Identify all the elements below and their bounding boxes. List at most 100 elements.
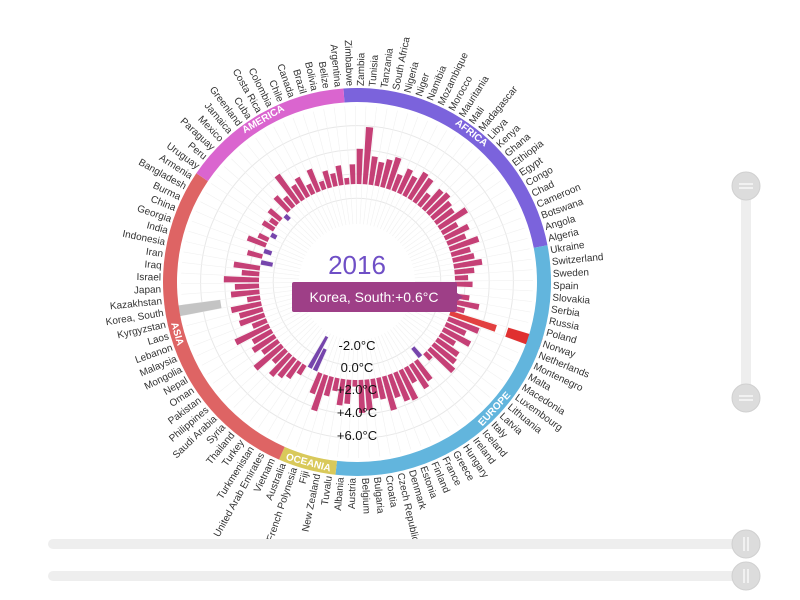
bar[interactable]	[223, 276, 260, 283]
bar[interactable]	[452, 252, 475, 263]
bar[interactable]	[431, 342, 457, 365]
bar[interactable]	[241, 269, 260, 277]
bar[interactable]	[296, 363, 307, 376]
speed-slider-track[interactable]	[48, 571, 746, 581]
bar[interactable]	[238, 312, 266, 327]
bar[interactable]	[448, 235, 480, 252]
country-label[interactable]: Fiji	[298, 470, 312, 485]
bar[interactable]	[452, 299, 480, 310]
bar[interactable]	[246, 235, 268, 248]
country-label[interactable]: Albania	[333, 476, 347, 511]
country-label[interactable]: Zambia	[356, 52, 368, 86]
bar[interactable]	[263, 248, 273, 256]
bar[interactable]	[270, 232, 278, 240]
bar[interactable]	[358, 379, 366, 413]
bar[interactable]	[446, 316, 480, 334]
bar[interactable]	[454, 281, 473, 288]
country-label[interactable]: Belgium	[359, 478, 371, 515]
bar[interactable]	[274, 173, 301, 206]
bar[interactable]	[446, 233, 467, 246]
year-slider-track[interactable]	[48, 539, 746, 549]
bar[interactable]	[291, 184, 305, 202]
bar[interactable]	[443, 223, 470, 241]
country-label[interactable]: Slovakia	[552, 293, 591, 307]
bar[interactable]	[374, 161, 385, 187]
bar[interactable]	[454, 274, 469, 281]
bar[interactable]	[427, 346, 456, 374]
country-label[interactable]: Bulgaria	[371, 476, 386, 514]
bar[interactable]	[349, 164, 356, 185]
bar[interactable]	[261, 220, 276, 232]
bar[interactable]	[449, 310, 497, 332]
speed-slider-handle[interactable]	[731, 561, 761, 591]
bar[interactable]	[409, 362, 430, 390]
bar[interactable]	[412, 177, 434, 204]
bar[interactable]	[440, 221, 459, 236]
vertical-slider-track[interactable]	[741, 186, 751, 398]
bar[interactable]	[307, 335, 329, 369]
bar[interactable]	[450, 246, 471, 258]
vertical-slider-bottom-handle[interactable]	[731, 383, 761, 413]
bar[interactable]	[453, 258, 483, 269]
bar[interactable]	[417, 192, 431, 208]
bar[interactable]	[318, 180, 327, 191]
bar[interactable]	[438, 332, 457, 347]
bar[interactable]	[391, 173, 403, 193]
bar[interactable]	[454, 267, 475, 275]
bar[interactable]	[273, 195, 291, 213]
year-slider-handle[interactable]	[731, 529, 761, 559]
bar[interactable]	[230, 301, 262, 314]
bar[interactable]	[336, 378, 346, 406]
bar[interactable]	[267, 208, 283, 222]
bar[interactable]	[294, 176, 311, 199]
bar[interactable]	[398, 368, 419, 401]
bar[interactable]	[246, 295, 261, 303]
bar[interactable]	[251, 328, 274, 345]
bar[interactable]	[246, 250, 263, 259]
country-label[interactable]: Israel	[136, 272, 161, 284]
bar[interactable]	[322, 170, 333, 189]
bar[interactable]	[234, 283, 260, 290]
country-label[interactable]: Japan	[134, 284, 162, 296]
bar[interactable]	[403, 365, 418, 384]
bar[interactable]	[344, 177, 350, 185]
bar[interactable]	[311, 374, 329, 412]
bar[interactable]	[413, 358, 433, 382]
bar[interactable]	[253, 343, 284, 371]
bar[interactable]	[285, 360, 302, 380]
vertical-slider-top-handle[interactable]	[731, 171, 761, 201]
country-label[interactable]: Tuvalu	[320, 475, 335, 506]
bar[interactable]	[277, 356, 297, 379]
bar[interactable]	[309, 371, 323, 395]
country-label[interactable]: Iran	[145, 247, 164, 260]
bar[interactable]	[283, 195, 296, 209]
bar[interactable]	[430, 200, 452, 221]
bar[interactable]	[426, 192, 451, 216]
country-label[interactable]: Argentina	[328, 44, 343, 88]
bar[interactable]	[238, 306, 264, 319]
country-label[interactable]: Austria	[347, 477, 359, 509]
country-label[interactable]: Zimbabwe	[342, 40, 355, 87]
bar[interactable]	[335, 165, 344, 186]
bar[interactable]	[356, 148, 363, 185]
bar[interactable]	[376, 377, 387, 400]
country-label[interactable]: Croatia	[383, 475, 399, 509]
country-label[interactable]: Kazakhstan	[109, 296, 162, 312]
bar[interactable]	[312, 348, 327, 372]
bar[interactable]	[251, 334, 277, 353]
bar[interactable]	[251, 318, 268, 329]
bar[interactable]	[257, 232, 270, 243]
bar[interactable]	[385, 156, 402, 190]
bar[interactable]	[283, 213, 291, 222]
bar[interactable]	[271, 348, 288, 364]
bar[interactable]	[423, 351, 433, 361]
speed-slider[interactable]	[48, 561, 761, 591]
bar[interactable]	[381, 375, 397, 411]
bar[interactable]	[437, 207, 469, 230]
country-label[interactable]: Serbia	[550, 304, 581, 319]
country-label[interactable]: Belize	[316, 61, 331, 90]
bar[interactable]	[323, 376, 334, 397]
bar[interactable]	[380, 158, 393, 188]
bar[interactable]	[234, 323, 271, 346]
country-label[interactable]: Ukraine	[550, 240, 586, 256]
